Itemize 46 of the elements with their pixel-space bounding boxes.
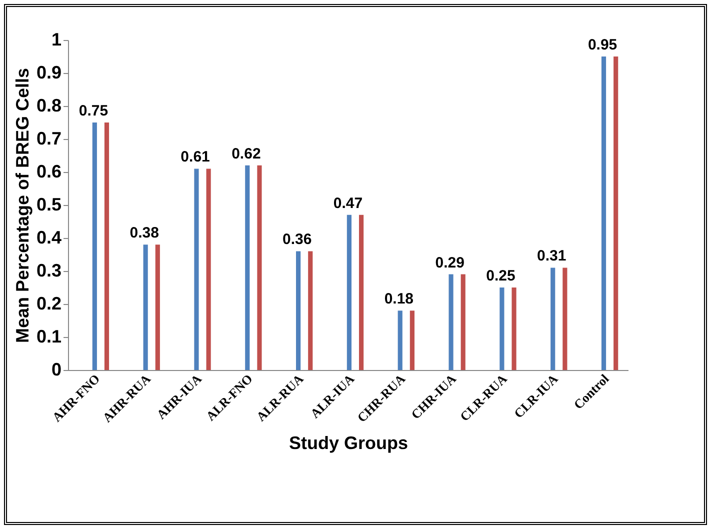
y-tick-label: 0.4 [36,228,62,248]
y-tick-label: 0.8 [36,96,62,116]
data-label: 0.95 [588,36,618,54]
data-label: 0.61 [180,148,210,166]
bar [500,288,504,370]
x-axis-title: Study Groups [288,433,408,454]
bar [614,56,618,370]
data-label: 0.75 [78,102,108,120]
data-label: 0.29 [435,254,464,272]
y-tick-label: 0.5 [36,194,62,214]
y-axis-title: Mean Percentage of BREG Cells [12,68,32,344]
bar [346,214,352,370]
bar [358,214,364,370]
y-tick-label: 0.7 [36,128,62,148]
data-label: 0.31 [537,248,566,265]
y-tick-label: 1 [51,30,62,50]
bar [308,251,313,370]
y-tick-label: 0.6 [36,162,62,182]
y-tick-label: 0 [51,360,62,380]
bar [512,288,516,370]
bar [143,244,148,370]
data-label: 0.62 [232,145,261,162]
bar [601,56,606,370]
bar [245,165,250,370]
y-tick-label: 0.1 [36,326,62,346]
bar [296,251,301,370]
y-tick-label: 0.9 [36,62,62,82]
bar [257,165,262,370]
y-tick-label: 0.2 [36,294,62,314]
bar [448,274,454,370]
bar [460,274,466,370]
data-label: 0.25 [486,268,516,284]
data-label: 0.38 [130,224,159,242]
bar [550,268,556,370]
bar [155,244,160,370]
bar [194,168,199,370]
data-label: 0.36 [282,231,312,248]
data-label: 0.47 [333,194,363,212]
bar [562,268,568,370]
bar [206,168,211,370]
y-tick-label: 0.3 [36,260,62,280]
bar [398,310,402,370]
bar [92,122,97,370]
bar [104,122,110,370]
bar [410,310,414,370]
data-label: 0.18 [384,290,414,308]
